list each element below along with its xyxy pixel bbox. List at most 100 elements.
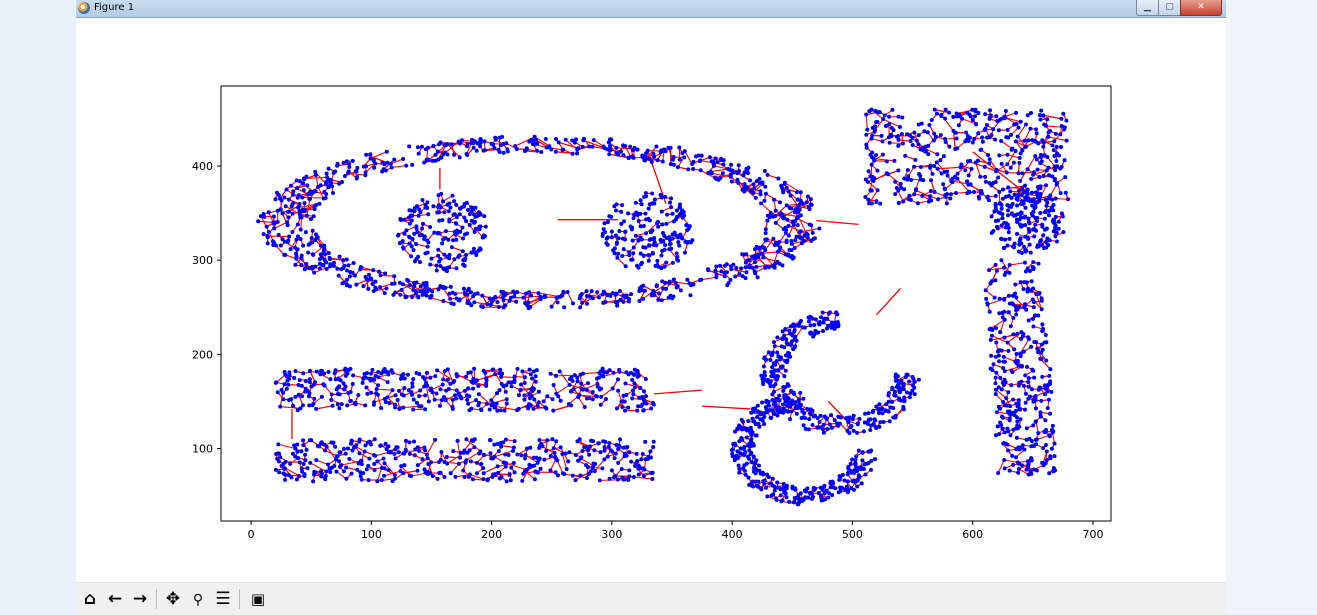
data-point	[286, 215, 290, 219]
data-point	[744, 265, 748, 269]
data-point	[410, 244, 414, 248]
data-point	[588, 295, 592, 299]
data-point	[651, 152, 655, 156]
data-point	[460, 138, 464, 142]
data-point	[519, 382, 523, 386]
data-point	[449, 206, 453, 210]
data-point	[527, 140, 531, 144]
data-point	[627, 250, 631, 254]
data-point	[642, 408, 646, 412]
data-point	[454, 221, 458, 225]
data-point	[785, 240, 789, 244]
data-point	[302, 201, 306, 205]
data-point	[483, 139, 487, 143]
data-point	[656, 298, 660, 302]
data-point	[384, 286, 388, 290]
title-bar[interactable]: Figure 1 ▁ ▢ ✕	[76, 0, 1226, 18]
data-point	[644, 154, 648, 158]
data-point	[435, 368, 439, 372]
data-point	[458, 212, 462, 216]
data-point	[659, 150, 663, 154]
mst-edge	[998, 460, 1004, 473]
data-point	[454, 203, 458, 207]
data-point	[297, 202, 301, 206]
data-point	[722, 158, 726, 162]
data-point	[529, 403, 533, 407]
data-point	[730, 168, 734, 172]
data-point	[744, 270, 748, 274]
data-point	[504, 141, 508, 145]
data-point	[493, 136, 497, 140]
mst-edge	[316, 406, 332, 409]
data-point	[419, 289, 423, 293]
data-point	[443, 286, 447, 290]
data-point	[291, 193, 295, 197]
data-point	[787, 190, 791, 194]
data-point	[758, 177, 762, 181]
data-point	[453, 230, 457, 234]
data-point	[776, 177, 780, 181]
data-point	[441, 299, 445, 303]
data-point	[372, 378, 376, 382]
data-point	[421, 198, 425, 202]
data-point	[398, 293, 402, 297]
data-point	[293, 263, 297, 267]
data-point	[402, 218, 406, 222]
data-point	[648, 238, 652, 242]
data-point	[324, 180, 328, 184]
mst-edge	[381, 275, 395, 276]
data-point	[675, 285, 679, 289]
data-point	[723, 264, 727, 268]
data-point	[416, 255, 420, 259]
data-point	[460, 226, 464, 230]
data-point	[281, 397, 285, 401]
data-point	[303, 267, 307, 271]
data-point	[778, 245, 782, 249]
data-point	[458, 142, 462, 146]
data-point	[725, 283, 729, 287]
maximize-button[interactable]: ▢	[1158, 0, 1181, 16]
data-point	[617, 229, 621, 233]
data-point	[346, 283, 350, 287]
data-point	[793, 219, 797, 223]
minimize-button[interactable]: ▁	[1136, 0, 1159, 16]
data-point	[474, 206, 478, 210]
data-point	[266, 235, 270, 239]
data-point	[612, 204, 616, 208]
data-point	[431, 144, 435, 148]
close-button[interactable]: ✕	[1180, 0, 1222, 16]
data-point	[608, 148, 612, 152]
data-point	[267, 230, 271, 234]
data-point	[346, 263, 350, 267]
data-point	[756, 255, 760, 259]
data-point	[319, 252, 323, 256]
data-point	[447, 220, 451, 224]
data-point	[678, 205, 682, 209]
data-point	[655, 221, 659, 225]
mst-edge	[403, 406, 419, 407]
data-point	[379, 273, 383, 277]
data-point	[644, 246, 648, 250]
data-point	[299, 228, 303, 232]
data-point	[458, 155, 462, 159]
data-point	[413, 209, 417, 213]
data-point	[383, 271, 387, 275]
data-point	[668, 238, 672, 242]
data-point	[726, 167, 730, 171]
mst-edge	[473, 479, 488, 480]
data-point	[469, 303, 473, 307]
data-point	[736, 178, 740, 182]
data-point	[555, 296, 559, 300]
data-point	[479, 304, 483, 308]
data-point	[641, 297, 645, 301]
data-point	[272, 214, 276, 218]
mst-edge	[1028, 156, 1036, 169]
data-point	[742, 190, 746, 194]
data-point	[279, 244, 283, 248]
data-point	[800, 241, 804, 245]
data-point	[345, 257, 349, 261]
data-point	[327, 251, 331, 255]
data-point	[735, 171, 739, 175]
